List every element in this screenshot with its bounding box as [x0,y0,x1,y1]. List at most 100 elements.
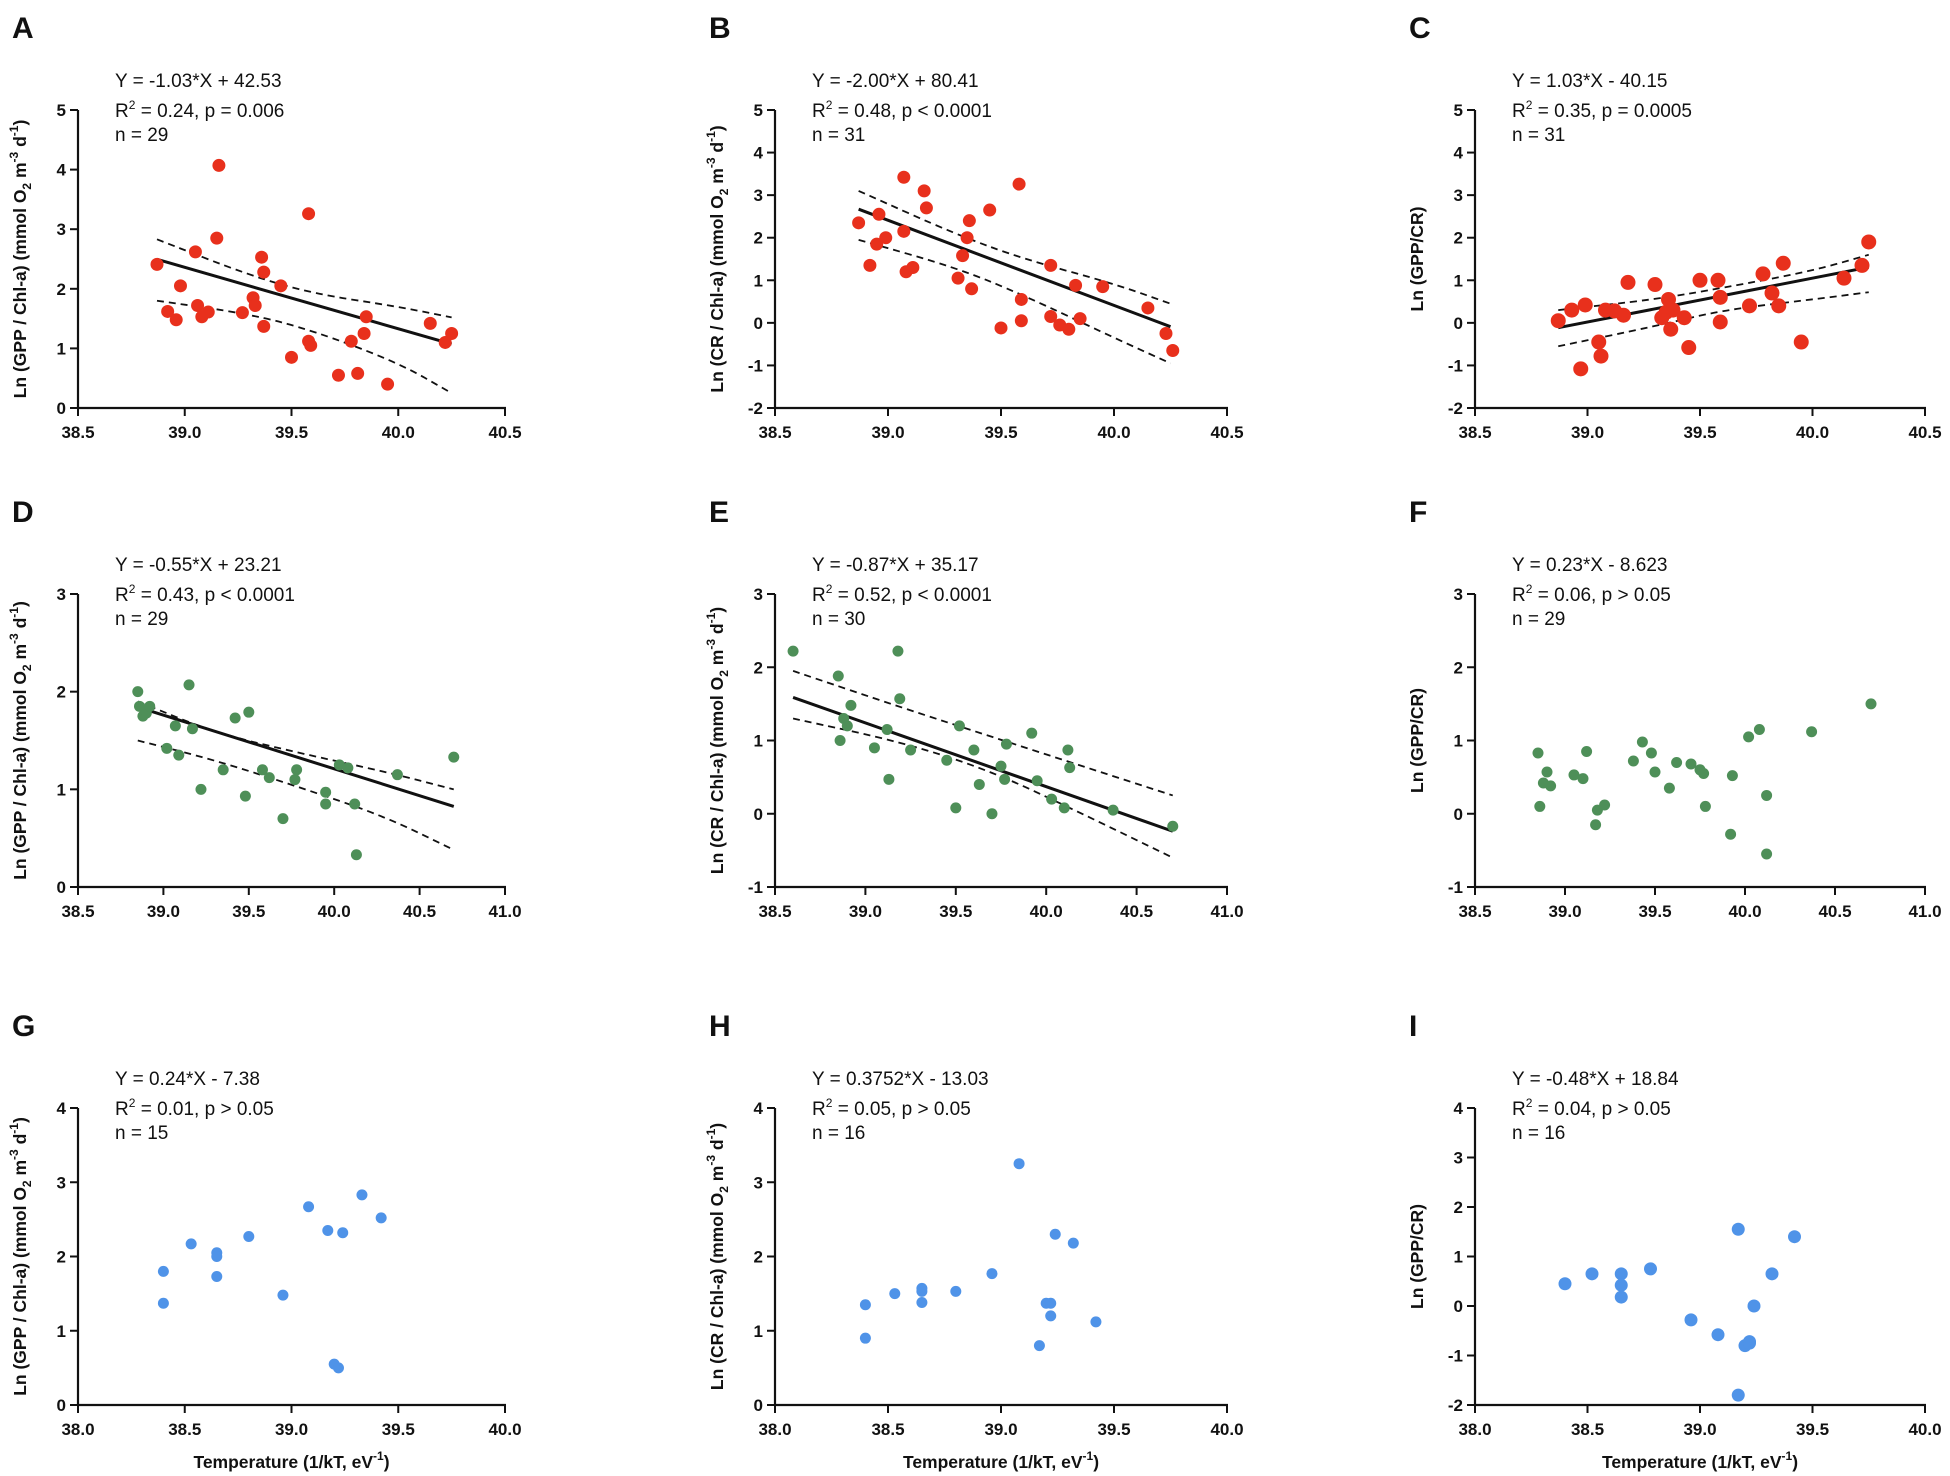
y-axis-title: Ln (GPP / Chl-a) (mmol O2 m-3 d-1) [7,120,34,399]
data-point [995,760,1007,772]
data-point [1014,314,1028,328]
y-tick-label: 0 [57,878,66,897]
y-tick-label: 1 [754,1322,763,1341]
data-point [1585,1267,1599,1281]
y-tick-label: 2 [1454,1198,1463,1217]
y-axis-title: Ln (CR / Chl-a) (mmol O2 m-3 d-1) [704,607,731,874]
data-point [349,798,361,810]
data-point [1645,747,1657,759]
data-point [916,1297,928,1309]
confidence-band-upper [858,190,1171,305]
x-tick-label: 40.5 [403,902,436,921]
x-tick-label: 38.5 [871,1420,904,1439]
data-point [834,735,846,746]
y-tick-label: 3 [57,585,66,604]
data-point [302,207,316,221]
data-point [894,693,906,705]
data-point [951,271,965,285]
data-point [956,249,970,263]
data-point [852,216,866,230]
data-point [243,1230,255,1242]
data-point [973,778,985,790]
data-point [845,699,857,711]
data-point [1090,1316,1102,1328]
y-tick-label: -1 [748,356,763,375]
x-tick-label: 39.5 [1683,423,1716,442]
y-tick-label: 2 [1454,229,1463,248]
data-point [1058,802,1070,814]
data-point [1671,756,1683,768]
x-tick-label: 40.5 [1908,423,1941,442]
y-tick-label: 1 [754,732,763,751]
x-tick-label: 39.5 [1638,902,1671,921]
panel-c: C Y = 1.03*X - 40.15 R2 = 0.35, p = 0.0005… [1407,12,1942,442]
x-tick-label: 39.0 [849,902,882,921]
data-point [1676,310,1692,326]
y-tick-label: 0 [754,314,763,333]
panel-h: H Y = 0.3752*X - 13.03 R2 = 0.05, p > 0.05… [704,1010,1244,1472]
x-tick-label: 39.0 [871,423,904,442]
data-point [448,751,460,763]
data-point [916,1285,928,1297]
data-point [1747,1299,1761,1313]
data-point [277,1289,289,1301]
data-point [186,723,198,735]
data-point [188,245,202,259]
r-squared-text: R2 = 0.04, p > 0.05 [1512,1096,1671,1120]
data-point [905,744,917,756]
x-tick-label: 40.0 [1030,902,1063,921]
data-point [1761,789,1773,801]
data-point [1166,344,1180,358]
data-point [1620,274,1636,290]
y-axis-title: Ln (CR / Chl-a) (mmol O2 m-3 d-1) [704,125,731,392]
y-tick-label: 5 [754,101,763,120]
data-point [1649,766,1661,778]
data-point [1636,736,1648,748]
x-tick-label: 39.0 [168,423,201,442]
sample-size-text: n = 29 [115,125,168,146]
y-tick-label: 2 [1454,658,1463,677]
data-point [1062,744,1074,756]
data-point [303,1201,315,1213]
data-point [274,279,288,293]
data-point [1532,747,1544,759]
y-tick-label: 4 [1454,144,1464,163]
y-tick-label: -2 [1448,399,1463,418]
data-point [1614,1278,1628,1292]
x-tick-label: 38.5 [61,902,94,921]
data-point [320,786,332,798]
x-tick-label: 38.5 [61,423,94,442]
y-axis-title: Ln (GPP / Chl-a) (mmol O2 m-3 d-1) [7,1117,34,1396]
data-point [1593,348,1609,364]
data-point [983,203,997,217]
data-point [1159,327,1173,340]
data-point [161,742,173,754]
y-tick-label: 2 [754,229,763,248]
data-point [968,744,980,756]
x-tick-label: 38.0 [1458,1420,1491,1439]
data-point [183,679,195,691]
r-squared-text: R2 = 0.05, p > 0.05 [812,1096,971,1120]
data-point [1534,800,1546,812]
data-point [1647,277,1663,293]
x-tick-label: 39.5 [1796,1420,1829,1439]
r-squared-text: R2 = 0.24, p = 0.006 [115,98,284,122]
x-tick-label: 41.0 [1210,902,1243,921]
data-point [1564,302,1580,318]
data-point [1573,361,1589,377]
x-tick-label: 40.5 [488,423,521,442]
data-point [1731,1388,1745,1402]
x-tick-label: 39.5 [232,902,265,921]
data-point [248,298,262,312]
data-point [1073,312,1087,326]
y-tick-label: 3 [754,585,763,604]
y-tick-label: 0 [754,805,763,824]
y-tick-label: 4 [754,1099,764,1118]
panel-letter: B [709,12,731,45]
data-point [1761,848,1773,860]
data-point [1755,266,1771,282]
data-point [256,764,268,776]
data-point [173,749,185,761]
regression-equation: Y = -2.00*X + 80.41 [812,71,979,92]
data-point [1836,270,1852,286]
